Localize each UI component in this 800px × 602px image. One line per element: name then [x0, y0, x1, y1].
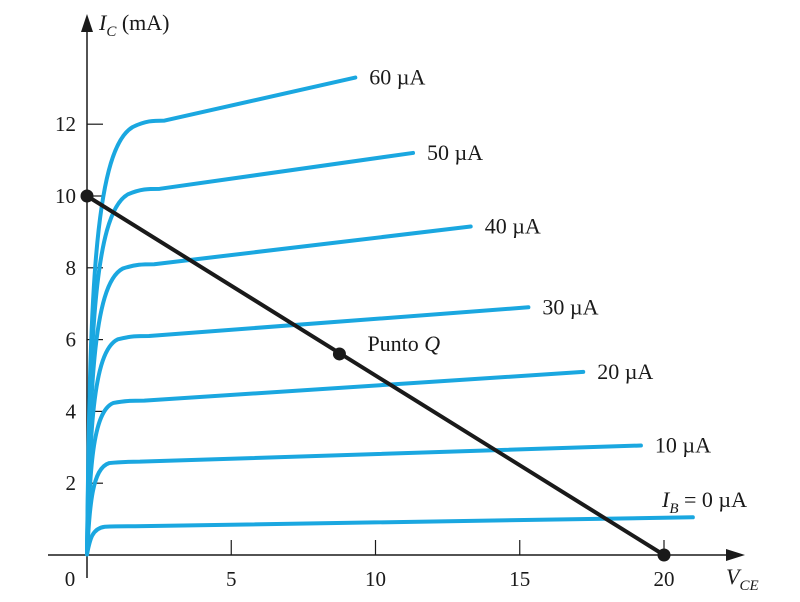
curve-label: 40 µA	[485, 214, 541, 239]
curve-label: 60 µA	[369, 65, 425, 90]
curve-ib-0	[85, 515, 695, 557]
load-line-layer	[80, 189, 671, 562]
y-axis-label: IC (mA)	[98, 10, 170, 40]
curve-ib-5	[85, 150, 416, 557]
curve-ib-6	[85, 75, 358, 557]
x-axis-arrow	[726, 549, 745, 561]
curves-layer	[85, 75, 695, 557]
x-tick-label: 5	[226, 567, 237, 591]
q-point-label: Punto Q	[367, 331, 440, 356]
y-tick-label: 2	[66, 471, 77, 495]
y-tick-label: 6	[66, 328, 77, 352]
y-axis-arrow	[81, 14, 93, 32]
curve-label: 10 µA	[655, 433, 711, 458]
y-tick-label: 8	[66, 256, 77, 280]
y-tick-label: 12	[55, 112, 76, 136]
curve-ib-1	[85, 443, 643, 557]
load-line-endpoint	[657, 548, 671, 562]
axes-layer	[48, 14, 745, 578]
load-line-endpoint	[80, 189, 94, 203]
q-point	[332, 347, 346, 361]
origin-label: 0	[65, 567, 76, 591]
labels-layer: 5 10 15 20 0 2 4 6 8 10 12 IC (mA) VCE IB = 0 µA 10 µA…	[55, 10, 759, 594]
curve-label: 20 µA	[597, 359, 653, 384]
curve-label: IB = 0 µA	[661, 487, 747, 517]
x-tick-label: 10	[365, 567, 386, 591]
curve-label: 30 µA	[542, 294, 598, 319]
curve-label: 50 µA	[427, 140, 483, 165]
x-tick-label: 20	[654, 567, 675, 591]
load-line	[85, 194, 666, 557]
x-tick-label: 15	[509, 567, 530, 591]
y-tick-label: 10	[55, 184, 76, 208]
y-tick-label: 4	[66, 399, 77, 423]
x-axis-label: VCE	[726, 564, 759, 594]
